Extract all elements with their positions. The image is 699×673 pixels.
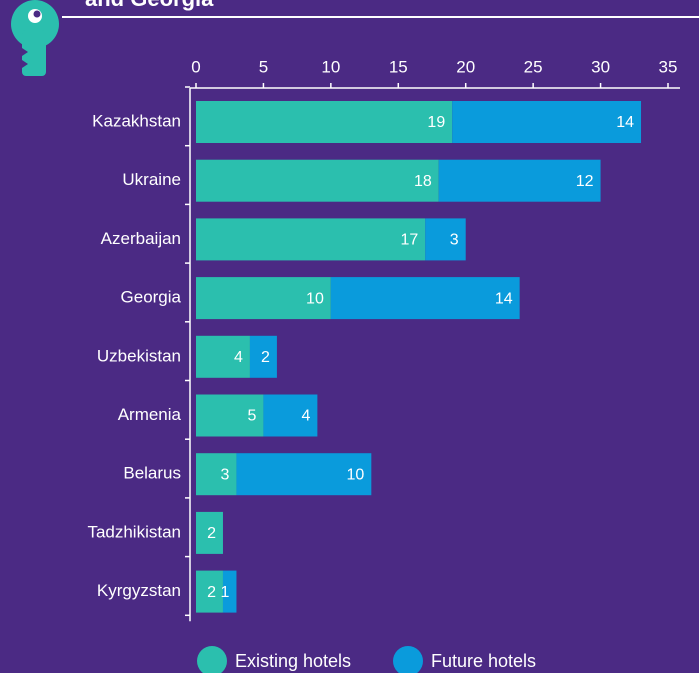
bar-segment (196, 218, 426, 261)
category-label: Azerbaijan (101, 229, 181, 248)
category-label: Uzbekistan (97, 346, 181, 365)
value-label: 10 (306, 290, 324, 307)
value-label: 2 (261, 349, 270, 366)
category-label: Belarus (123, 464, 181, 483)
value-label: 18 (414, 173, 432, 190)
value-label: 3 (450, 232, 459, 249)
value-label: 2 (207, 525, 216, 542)
bar-segment (196, 511, 223, 554)
bar-segment (196, 453, 237, 496)
bar-segment (452, 101, 642, 143)
bar-segment (249, 335, 277, 378)
value-label: 1 (221, 584, 230, 601)
bar-segment (438, 159, 601, 202)
value-label: 10 (347, 466, 365, 483)
value-label: 14 (495, 290, 513, 307)
bar-segment (425, 218, 466, 261)
x-tick-label: 25 (524, 57, 543, 76)
value-label: 12 (576, 173, 594, 190)
bar-segment (263, 394, 318, 437)
bar-segment (330, 277, 520, 320)
legend-swatch (197, 646, 227, 673)
x-tick-label: 35 (659, 57, 678, 76)
category-label: Armenia (118, 405, 182, 424)
category-label: Kazakhstan (92, 111, 181, 130)
legend-label: Future hotels (431, 651, 536, 671)
bar-segment (196, 159, 439, 202)
bar-segment (196, 394, 264, 437)
x-tick-label: 20 (456, 57, 475, 76)
legend-label: Existing hotels (235, 651, 351, 671)
bar-segment (222, 570, 237, 613)
key-icon (11, 0, 59, 76)
value-label: 3 (221, 466, 230, 483)
legend-swatch (393, 646, 423, 673)
value-label: 5 (248, 408, 257, 425)
category-label: Tadzhikistan (87, 522, 181, 541)
value-label: 4 (301, 408, 310, 425)
bar-segment (196, 570, 223, 613)
bar-segment (196, 101, 453, 143)
x-tick-label: 15 (389, 57, 408, 76)
chart-title: and Georgia (85, 0, 214, 11)
category-label: Kyrgyzstan (97, 581, 181, 600)
x-tick-label: 0 (191, 57, 200, 76)
bar-segment (236, 453, 372, 496)
category-label: Georgia (121, 288, 182, 307)
x-tick-label: 5 (259, 57, 268, 76)
value-label: 19 (427, 114, 445, 131)
value-label: 17 (400, 232, 418, 249)
x-tick-label: 30 (591, 57, 610, 76)
value-label: 4 (234, 349, 243, 366)
bar-segment (196, 277, 331, 320)
x-tick-label: 10 (321, 57, 340, 76)
bar-segment (196, 335, 250, 378)
value-label: 2 (207, 584, 216, 601)
value-label: 14 (616, 114, 634, 131)
category-label: Ukraine (122, 170, 181, 189)
